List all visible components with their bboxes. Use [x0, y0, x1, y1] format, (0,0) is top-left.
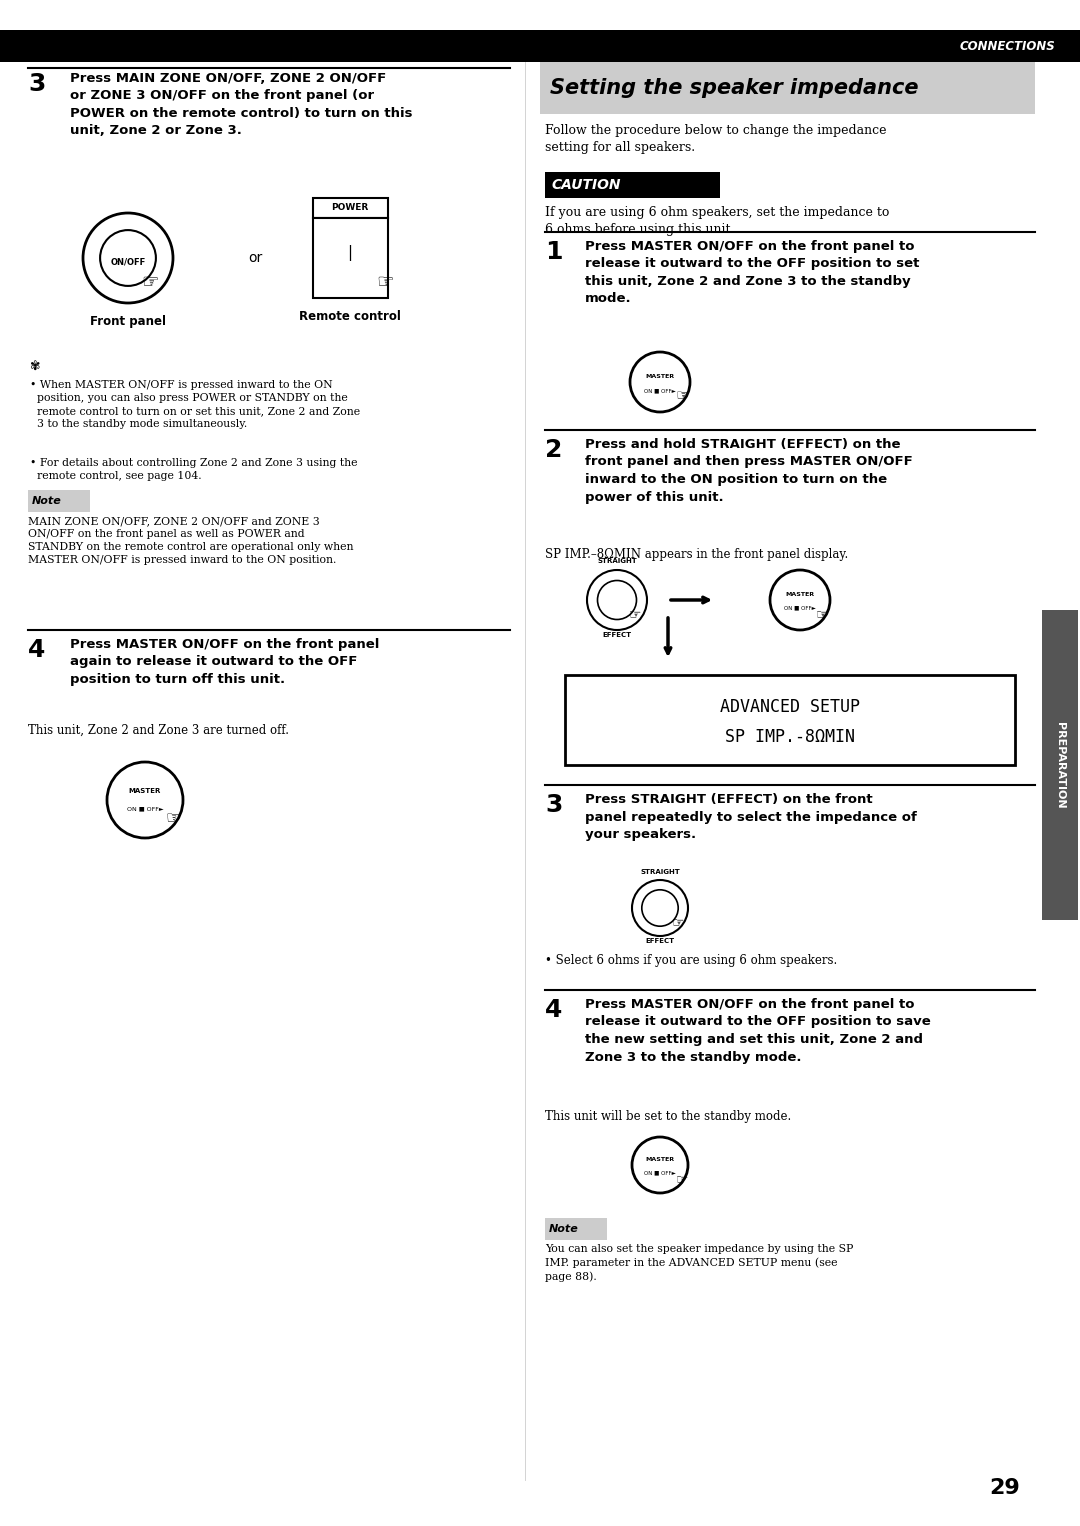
Text: Remote control: Remote control: [299, 310, 401, 324]
Text: ☞: ☞: [376, 273, 394, 293]
Text: • Select 6 ohms if you are using 6 ohm speakers.: • Select 6 ohms if you are using 6 ohm s…: [545, 954, 837, 967]
Text: Press MAIN ZONE ON/OFF, ZONE 2 ON/OFF
or ZONE 3 ON/OFF on the front panel (or
PO: Press MAIN ZONE ON/OFF, ZONE 2 ON/OFF or…: [70, 72, 413, 137]
Text: ☞: ☞: [165, 809, 180, 827]
Text: If you are using 6 ohm speakers, set the impedance to
6 ohms before using this u: If you are using 6 ohm speakers, set the…: [545, 206, 889, 237]
Text: MASTER: MASTER: [646, 374, 675, 378]
Text: |: |: [348, 246, 352, 261]
Text: 4: 4: [545, 998, 563, 1022]
Text: ☞: ☞: [676, 1172, 688, 1186]
Text: MASTER: MASTER: [785, 592, 814, 597]
Text: Press and hold STRAIGHT (EFFECT) on the
front panel and then press MASTER ON/OFF: Press and hold STRAIGHT (EFFECT) on the …: [585, 438, 913, 504]
Text: POWER: POWER: [332, 203, 368, 212]
Bar: [1042, 610, 1078, 920]
Text: Press MASTER ON/OFF on the front panel to
release it outward to the OFF position: Press MASTER ON/OFF on the front panel t…: [585, 240, 919, 305]
Bar: [565, 674, 1015, 765]
Text: 2: 2: [545, 438, 563, 462]
Bar: [0, 31, 1080, 63]
Text: PREPARATION: PREPARATION: [1055, 722, 1065, 809]
Text: MASTER: MASTER: [646, 1157, 675, 1161]
Text: 3: 3: [28, 72, 45, 96]
Text: Press MASTER ON/OFF on the front panel to
release it outward to the OFF position: Press MASTER ON/OFF on the front panel t…: [585, 998, 931, 1064]
Text: or: or: [248, 250, 262, 266]
Bar: [545, 1218, 607, 1241]
Text: ADVANCED SETUP: ADVANCED SETUP: [720, 697, 860, 716]
Text: Note: Note: [32, 496, 62, 507]
Text: STRAIGHT: STRAIGHT: [597, 559, 637, 565]
Text: ✾: ✾: [30, 360, 41, 372]
Text: ☞: ☞: [629, 607, 642, 621]
Text: 4: 4: [28, 638, 45, 662]
Text: MASTER: MASTER: [129, 787, 161, 794]
Text: ON ■ OFF►: ON ■ OFF►: [644, 388, 676, 394]
Text: 1: 1: [545, 240, 563, 264]
Text: ☞: ☞: [675, 389, 689, 403]
Bar: [313, 218, 388, 298]
Text: This unit will be set to the standby mode.: This unit will be set to the standby mod…: [545, 1109, 792, 1123]
Text: CAUTION: CAUTION: [551, 179, 621, 192]
Bar: [540, 63, 1035, 114]
Text: SP IMP.-8ΩMIN: SP IMP.-8ΩMIN: [725, 728, 855, 746]
Text: ON ■ OFF►: ON ■ OFF►: [784, 604, 815, 610]
Text: Note: Note: [549, 1224, 579, 1235]
Bar: [545, 172, 720, 198]
Text: Setting the speaker impedance: Setting the speaker impedance: [550, 78, 918, 98]
Text: CONNECTIONS: CONNECTIONS: [959, 41, 1055, 53]
Text: • When MASTER ON/OFF is pressed inward to the ON
  position, you can also press : • When MASTER ON/OFF is pressed inward t…: [30, 380, 360, 429]
Text: ON/OFF: ON/OFF: [110, 258, 146, 267]
Text: ☞: ☞: [815, 607, 828, 621]
Text: • For details about controlling Zone 2 and Zone 3 using the
  remote control, se: • For details about controlling Zone 2 a…: [30, 458, 357, 481]
Text: Press STRAIGHT (EFFECT) on the front
panel repeatedly to select the impedance of: Press STRAIGHT (EFFECT) on the front pan…: [585, 794, 917, 841]
Text: SP IMP.–8ΩMIN appears in the front panel display.: SP IMP.–8ΩMIN appears in the front panel…: [545, 548, 848, 562]
Text: ON ■ OFF►: ON ■ OFF►: [126, 806, 163, 810]
Text: Follow the procedure below to change the impedance
setting for all speakers.: Follow the procedure below to change the…: [545, 124, 887, 154]
Text: STRAIGHT: STRAIGHT: [640, 868, 680, 874]
Text: EFFECT: EFFECT: [603, 632, 632, 638]
Text: ☞: ☞: [141, 273, 159, 293]
Text: EFFECT: EFFECT: [646, 938, 675, 945]
Text: ☞: ☞: [672, 916, 685, 929]
Bar: [313, 198, 388, 218]
Text: 3: 3: [545, 794, 563, 816]
Text: ON ■ OFF►: ON ■ OFF►: [644, 1170, 676, 1175]
Bar: [28, 490, 90, 513]
Text: MAIN ZONE ON/OFF, ZONE 2 ON/OFF and ZONE 3
ON/OFF on the front panel as well as : MAIN ZONE ON/OFF, ZONE 2 ON/OFF and ZONE…: [28, 516, 353, 565]
Text: 29: 29: [989, 1479, 1020, 1499]
Text: This unit, Zone 2 and Zone 3 are turned off.: This unit, Zone 2 and Zone 3 are turned …: [28, 723, 289, 737]
Text: Press MASTER ON/OFF on the front panel
again to release it outward to the OFF
po: Press MASTER ON/OFF on the front panel a…: [70, 638, 379, 687]
Text: You can also set the speaker impedance by using the SP
IMP. parameter in the ADV: You can also set the speaker impedance b…: [545, 1244, 853, 1282]
Text: Front panel: Front panel: [90, 314, 166, 328]
